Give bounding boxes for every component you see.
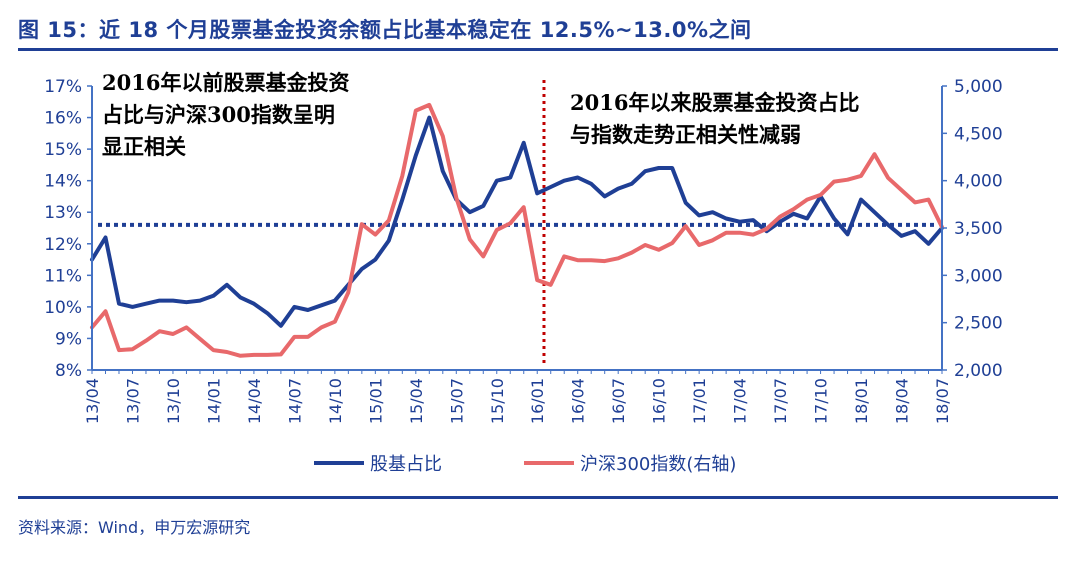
source-note: 资料来源：Wind，申万宏源研究 [18,518,251,537]
figure-title: 图 15：近 18 个月股票基金投资余额占比基本稳定在 12.5%~13.0%之… [18,18,752,42]
y-right-tick-label: 2,000 [954,361,1003,381]
y-left-tick-label: 17% [44,77,82,97]
chart: 8% 9% 10% 11% 12% 13% 14% 15% 16% 17% 2,000 2,500 3,… [44,70,1002,475]
y-right-tick-label: 2,500 [954,314,1003,334]
x-tick-label: 14/04 [245,378,264,424]
annotation-line: 2016年以前股票基金投资 [102,70,349,95]
x-tick-label: 17/07 [771,378,790,424]
y-right-tick-label: 4,500 [954,124,1003,144]
y-right-tick-label: 3,500 [954,219,1003,239]
legend-label: 股基占比 [370,454,442,475]
annotation-line: 2016年以来股票基金投资占比 [570,90,859,115]
y-right-tick-label: 3,000 [954,266,1003,286]
x-tick-label: 14/07 [285,378,304,424]
y-left-tick-label: 14% [44,172,82,192]
x-tick-label: 15/07 [447,378,466,424]
y-left-tick-label: 13% [44,203,82,223]
x-tick-label: 17/01 [690,378,709,424]
series-line-index [90,102,944,358]
x-tick-label: 17/10 [812,378,831,424]
x-tick-label: 18/01 [852,378,871,424]
y-left-tick-label: 11% [44,266,82,286]
x-tick-label: 16/10 [650,378,669,424]
y-left-tick-label: 15% [44,140,82,160]
axes-layer: 8% 9% 10% 11% 12% 13% 14% 15% 16% 17% 2,000 2,500 3,… [44,77,1002,424]
x-tick-label: 16/07 [609,378,628,424]
x-tick-label: 13/07 [123,378,142,424]
annotation-line: 占比与沪深300指数呈明 [102,102,335,127]
x-tick-label: 17/04 [731,378,750,424]
x-tick-label: 16/04 [569,378,588,424]
x-tick-label: 16/01 [528,378,547,424]
x-tick-label: 15/01 [366,378,385,424]
series-layer [90,102,944,358]
series-line-share [90,115,944,328]
annotation-line: 显正相关 [102,134,186,159]
y-left-tick-label: 10% [44,298,82,318]
y-right-tick-label: 4,000 [954,172,1003,192]
legend-label: 沪深300指数(右轴) [580,454,736,475]
x-tick-label: 13/04 [83,378,102,424]
x-tick-label: 14/01 [204,378,223,424]
y-left-tick-label: 9% [55,329,82,349]
annotation-line: 与指数走势正相关性减弱 [570,122,801,147]
y-right-tick-label: 5,000 [954,77,1003,97]
x-tick-label: 15/10 [488,378,507,424]
footer-rule [18,496,1058,499]
x-tick-label: 18/04 [893,378,912,424]
x-tick-label: 15/04 [407,378,426,424]
y-left-tick-label: 16% [44,109,82,129]
y-left-tick-label: 8% [55,361,82,381]
y-left-tick-label: 12% [44,235,82,255]
title-rule [18,48,1058,51]
reference-layer [98,80,936,364]
x-tick-label: 14/10 [326,378,345,424]
x-tick-label: 13/10 [164,378,183,424]
x-tick-label: 18/07 [933,378,952,424]
legend: 股基占比 沪深300指数(右轴) [314,454,736,475]
